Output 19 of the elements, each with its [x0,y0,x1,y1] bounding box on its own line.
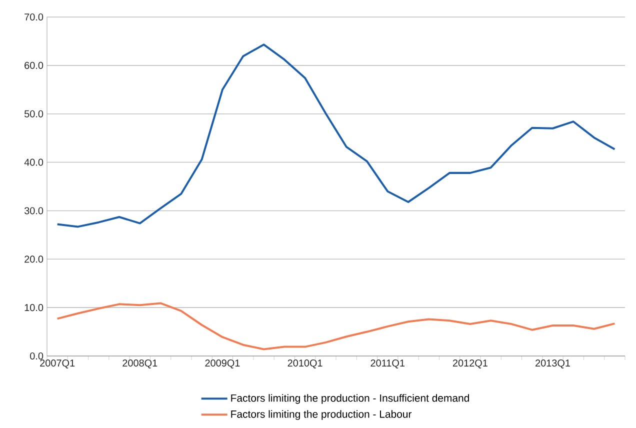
line-series [56,302,616,350]
x-tick-label: 2012Q1 [452,360,488,368]
y-tick-label: 10.0 [24,304,44,312]
legend-label: Factors limiting the production - Labour [231,410,412,420]
y-tick-label: 30.0 [24,207,44,214]
y-tick-label: 40.0 [24,158,44,166]
y-tick-label: 0.0 [30,352,44,360]
y-tick-label: 20.0 [24,256,44,263]
legend-label: Factors limiting the production - Insufficient demand [231,394,469,404]
y-tick-label: 50.0 [24,110,44,118]
line-series [56,44,616,228]
x-tick-label: 2010Q1 [288,360,322,368]
y-tick-label: 60.0 [24,62,44,69]
y-tick-label: 70.0 [24,13,44,21]
x-tick-label: 2009Q1 [205,360,240,368]
x-tick-label: 2008Q1 [122,360,158,368]
x-tick-label: 2011Q1 [370,360,404,368]
x-tick-label: 2007Q1 [40,360,75,368]
x-tick-label: 2013Q1 [536,360,570,368]
